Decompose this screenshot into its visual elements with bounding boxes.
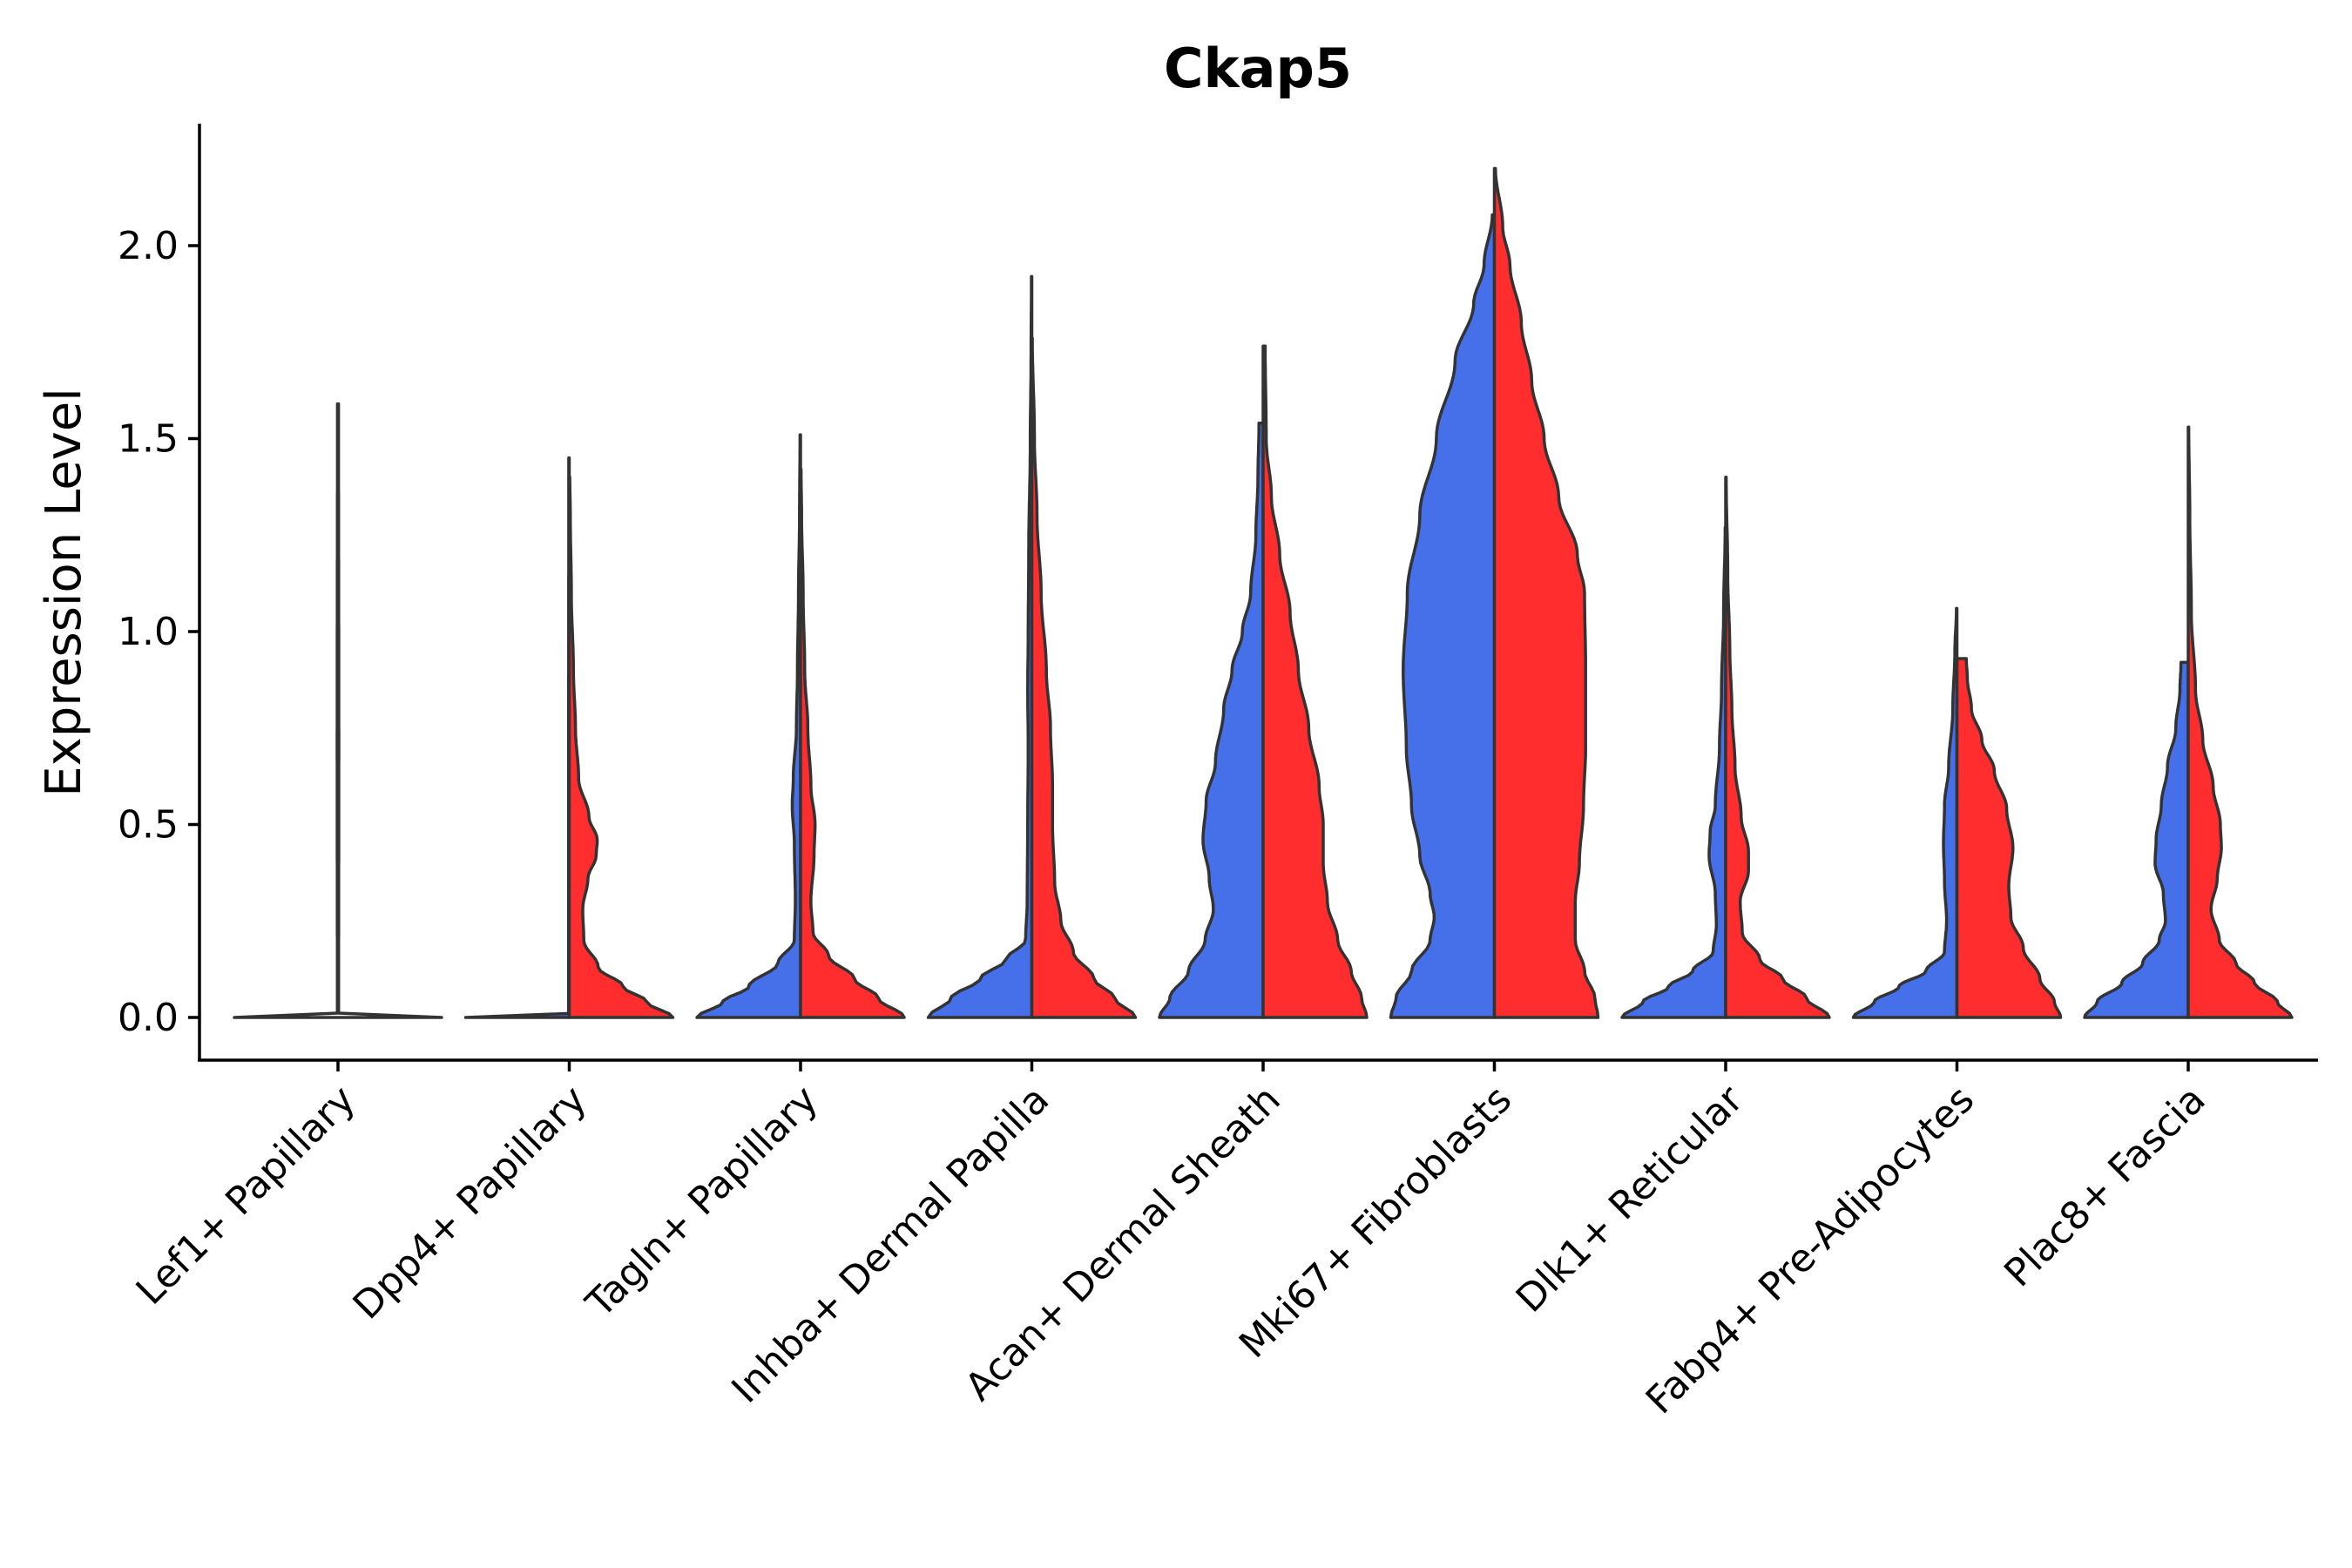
chart-title: Ckap5: [1164, 37, 1352, 100]
y-axis-label: Expression Level: [36, 388, 92, 797]
violin-3-left: [926, 274, 1034, 1019]
violin-2-left: [695, 433, 802, 1019]
x-tick-label: Dpp4+ Papillary: [345, 1078, 596, 1328]
violin-1-right: [567, 476, 675, 1019]
violin-6-right: [1724, 476, 1831, 1019]
violin-3-right: [1030, 336, 1138, 1019]
violin-7-right: [1955, 657, 2063, 1019]
violin-8-left: [2083, 660, 2190, 1019]
y-axis-ticks: 0.0 0.5 1.0 1.5 2.0: [118, 224, 199, 1040]
violin-4-left: [1158, 422, 1265, 1019]
violin-1-left: [463, 456, 571, 1019]
y-tick-label: 0.0: [118, 996, 179, 1040]
violin-2-right: [799, 468, 906, 1019]
violin-6-left: [1620, 525, 1727, 1019]
x-tick-label: Dlk1+ Reticular: [1508, 1077, 1753, 1321]
violin-5-left: [1389, 213, 1497, 1019]
violin-8-right: [2186, 425, 2294, 1019]
x-tick-label: Lef1+ Papillary: [128, 1078, 364, 1314]
y-tick-label: 1.0: [118, 610, 179, 654]
y-tick-label: 1.5: [118, 417, 179, 462]
y-tick-label: 2.0: [118, 224, 179, 268]
y-tick-label: 0.5: [118, 803, 179, 848]
x-tick-label: Plac8+ Fascia: [1996, 1078, 2214, 1296]
x-tick-label: Tagln+ Papillary: [578, 1078, 827, 1327]
violin-4-right: [1261, 344, 1369, 1019]
violin-0-single: [233, 402, 443, 1019]
violins-layer: [233, 166, 2294, 1019]
violin-7-left: [1851, 606, 1959, 1019]
violin-5-right: [1492, 166, 1600, 1019]
